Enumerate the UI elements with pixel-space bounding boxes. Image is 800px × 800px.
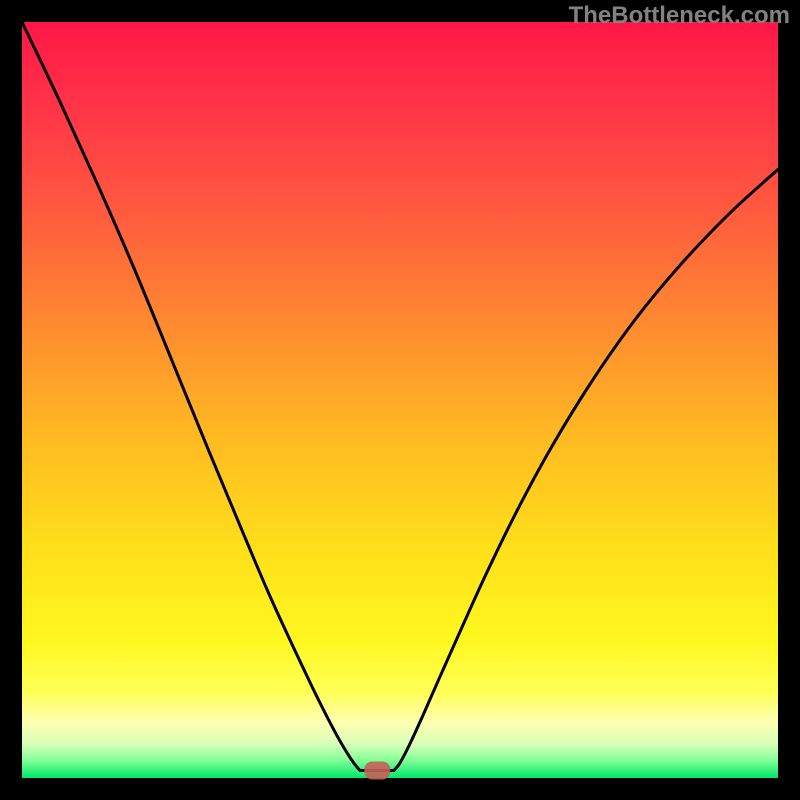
bottleneck-chart — [0, 0, 800, 800]
watermark-text: TheBottleneck.com — [569, 2, 790, 30]
chart-container: TheBottleneck.com — [0, 0, 800, 800]
optimum-marker — [364, 761, 390, 779]
plot-background — [22, 22, 778, 778]
